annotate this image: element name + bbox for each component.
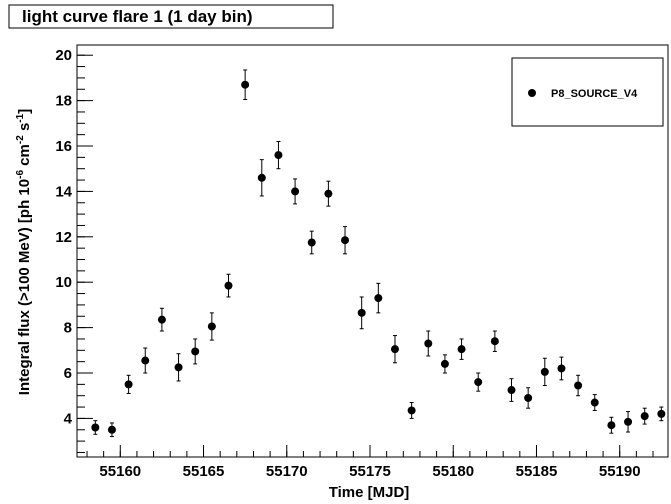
marker [191, 347, 200, 356]
marker [507, 386, 516, 395]
marker [407, 406, 416, 415]
marker [474, 378, 483, 387]
marker [440, 359, 449, 368]
marker [624, 417, 633, 426]
x-tick-label: 55180 [432, 463, 474, 480]
marker [640, 412, 649, 421]
marker [207, 322, 216, 331]
x-tick-label: 55170 [266, 463, 308, 480]
marker [257, 173, 266, 182]
y-axis-label-sup: -2 [15, 135, 26, 144]
marker [374, 294, 383, 303]
marker [324, 189, 333, 198]
x-tick-label: 55160 [99, 463, 141, 480]
marker [124, 380, 133, 389]
y-axis-label-sup: -6 [15, 170, 26, 179]
marker [291, 187, 300, 196]
marker [490, 337, 499, 346]
legend-label: P8_SOURCE_V4 [551, 88, 638, 100]
marker [274, 151, 283, 160]
y-tick-label: 8 [64, 320, 72, 337]
y-axis-label-part: cm [16, 144, 33, 170]
legend-marker [528, 89, 536, 97]
y-tick-label: 16 [55, 138, 72, 155]
marker [241, 80, 250, 89]
chart-title: light curve flare 1 (1 day bin) [22, 7, 253, 26]
y-axis-label: Integral flux (>100 MeV) [ph 10-6 cm-2 s… [15, 109, 33, 395]
marker [107, 425, 116, 434]
x-tick-label: 55175 [349, 463, 391, 480]
marker [607, 421, 616, 430]
marker [457, 345, 466, 354]
marker [307, 238, 316, 247]
marker [557, 364, 566, 373]
marker [424, 339, 433, 348]
y-axis-label-part: Integral flux (>100 MeV) [ph 10 [16, 179, 33, 395]
marker [574, 381, 583, 390]
x-tick-label: 55190 [599, 463, 641, 480]
x-tick-label: 55165 [183, 463, 225, 480]
y-tick-label: 6 [64, 365, 72, 382]
marker [390, 345, 399, 354]
marker [524, 393, 533, 402]
y-tick-label: 14 [55, 183, 72, 200]
marker [357, 308, 366, 317]
y-axis-label-part: ] [16, 109, 33, 114]
marker [657, 409, 666, 418]
legend-box [511, 57, 664, 127]
y-tick-label: 20 [55, 47, 72, 64]
marker [157, 315, 166, 324]
y-tick-label: 10 [55, 274, 72, 291]
marker [174, 363, 183, 372]
marker [590, 398, 599, 407]
marker [141, 356, 150, 365]
marker [91, 423, 100, 432]
marker [540, 367, 549, 376]
plot-frame [76, 44, 669, 458]
x-axis-label: Time [MJD] [329, 484, 410, 501]
x-tick-label: 55185 [516, 463, 558, 480]
y-axis-label-sup: -1 [15, 113, 26, 122]
y-axis-label-part: s [16, 123, 33, 136]
marker [224, 281, 233, 290]
y-tick-label: 18 [55, 93, 72, 110]
y-tick-label: 4 [64, 410, 73, 427]
marker [341, 236, 350, 245]
title-box [8, 4, 334, 29]
y-tick-label: 12 [55, 229, 72, 246]
